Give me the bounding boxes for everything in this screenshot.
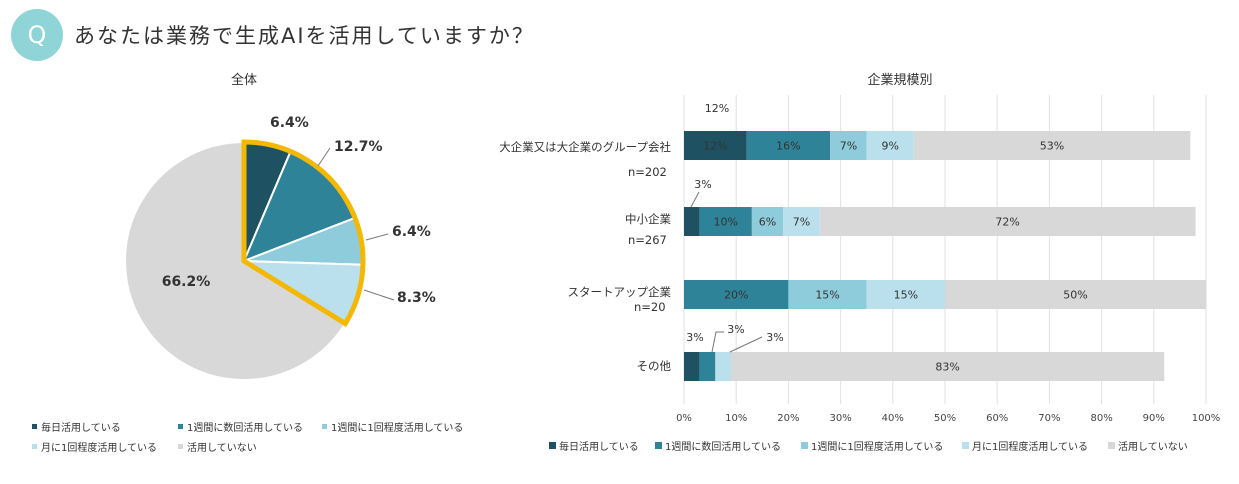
bar-legend-label: 毎日活用している: [559, 440, 639, 453]
bar-tick-label: 30%: [829, 413, 851, 424]
bar-legend-label: 月に1回程度活用している: [972, 440, 1088, 453]
bar-value-label: 9%: [881, 140, 898, 153]
bar-value-label: 3%: [686, 331, 703, 344]
bar-category-label: その他: [637, 359, 672, 373]
bar-leader-line: [711, 331, 724, 353]
bar-tick-label: 80%: [1090, 413, 1112, 424]
pie-highlight-outline: [241, 139, 366, 327]
bar-tick-label: 100%: [1192, 413, 1221, 424]
bar-category-label: スタートアップ企業: [568, 285, 672, 299]
bar-value-label: 16%: [776, 140, 800, 153]
pie-legend-label: 毎日活用している: [41, 421, 121, 434]
pie-leader-line: [365, 233, 389, 241]
bar-segment-not_using: [730, 352, 1165, 381]
bar-title: 企業規模別: [867, 72, 932, 88]
pie-legend-label: 月に1回程度活用している: [41, 441, 157, 454]
bar-category-n: n=202: [628, 165, 667, 179]
bar-value-label: 20%: [724, 289, 748, 302]
pie-legend-swatch: [178, 424, 183, 429]
bar-segment-monthly: [866, 280, 945, 309]
bar-tick-label: 40%: [882, 413, 904, 424]
bar-segment-weekly_multi: [746, 131, 831, 160]
bar-value-label: 53%: [1040, 140, 1064, 153]
pie-title: 全体: [231, 72, 257, 88]
bar-segment-not_using: [913, 131, 1191, 160]
question-title: あなたは業務で生成AIを活用していますか？: [74, 24, 535, 48]
bar-category-n: n=267: [628, 233, 667, 247]
pie-label-not_using: 66.2%: [162, 274, 211, 290]
bar-segment-weekly_once: [830, 131, 867, 160]
bar-value-label: 72%: [995, 216, 1019, 229]
bar-segment-daily: [684, 131, 747, 160]
pie-leader-line: [317, 147, 331, 167]
pie-leader-line: [363, 289, 395, 301]
bar-value-label: 3%: [694, 178, 711, 191]
bar-value-label: 10%: [714, 216, 738, 229]
bar-segment-monthly: [783, 207, 820, 236]
bar-value-label: 7%: [840, 140, 857, 153]
bar-segment-weekly_multi: [684, 280, 789, 309]
bar-legend-label: 活用していない: [1118, 441, 1188, 453]
bar-segment-not_using: [819, 207, 1196, 236]
pie-label-daily: 6.4%: [270, 115, 309, 131]
bar-value-label: 3%: [727, 323, 744, 336]
bar-value-label: 83%: [935, 361, 959, 374]
bar-value-label: 12%: [705, 102, 729, 115]
bar-legend-swatch: [801, 442, 808, 449]
bar-legend-swatch: [549, 442, 556, 449]
bar-segment-weekly_once: [751, 207, 784, 236]
bar-leader-line: [729, 336, 763, 353]
bar-tick-label: 0%: [676, 413, 692, 424]
bar-legend-label: 1週間に数回活用している: [665, 440, 781, 453]
bar-value-label: 15%: [815, 289, 839, 302]
pie-legend-swatch: [322, 424, 327, 429]
bar-value-label: 12%: [703, 140, 727, 153]
pie-label-weekly_once: 6.4%: [392, 224, 431, 240]
bar-segment-monthly: [715, 352, 731, 381]
bar-segment-weekly_once: [788, 280, 867, 309]
bar-category-n: n=20: [634, 300, 666, 314]
bar-value-label: 7%: [793, 216, 810, 229]
bar-tick-label: 10%: [725, 413, 747, 424]
bar-tick-label: 70%: [1038, 413, 1060, 424]
bar-category-label: 大企業又は大企業のグループ会社: [499, 140, 671, 154]
pie-slice-not_using: [124, 140, 347, 381]
bar-leader-line: [690, 191, 700, 208]
bar-segment-daily: [684, 352, 700, 381]
bar-segment-not_using: [945, 280, 1206, 309]
pie-label-weekly_multi: 12.7%: [334, 139, 383, 155]
bar-value-label: 6%: [759, 216, 776, 229]
bar-tick-label: 50%: [934, 413, 956, 424]
bar-legend-swatch: [1108, 442, 1115, 449]
bar-legend-swatch: [655, 442, 662, 449]
bar-tick-label: 90%: [1143, 413, 1165, 424]
bar-legend-swatch: [962, 442, 969, 449]
bar-value-label: 3%: [766, 331, 783, 344]
pie-legend-label: 1週間に数回活用している: [187, 421, 303, 434]
bar-value-label: 50%: [1063, 289, 1087, 302]
bar-category-label: 中小企業: [625, 212, 671, 226]
bar-legend-label: 1週間に1回程度活用している: [811, 440, 943, 453]
pie-legend-swatch: [32, 444, 37, 449]
pie-legend-swatch: [32, 424, 37, 429]
bar-segment-weekly_multi: [699, 207, 752, 236]
bar-tick-label: 20%: [777, 413, 799, 424]
bar-tick-label: 60%: [986, 413, 1008, 424]
bar-segment-daily: [684, 207, 700, 236]
bar-segment-monthly: [866, 131, 914, 160]
bar-segment-weekly_multi: [699, 352, 716, 381]
pie-label-monthly: 8.3%: [397, 290, 436, 306]
pie-legend-label: 1週間に1回程度活用している: [331, 421, 463, 434]
pie-legend-swatch: [178, 444, 183, 449]
bar-value-label: 15%: [894, 289, 918, 302]
question-badge: Q: [11, 9, 63, 61]
pie-legend-label: 活用していない: [187, 442, 257, 454]
